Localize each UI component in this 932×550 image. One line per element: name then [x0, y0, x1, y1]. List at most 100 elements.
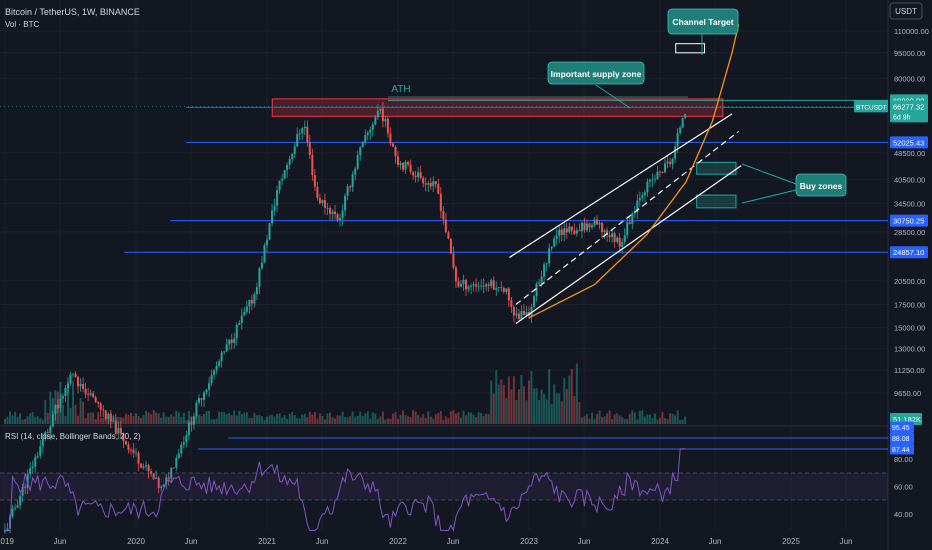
annotations-layer: ATH Important supply zone Channel Target Bu… [388, 8, 847, 204]
candle-body [462, 280, 465, 284]
candle [160, 485, 163, 492]
time-tick-label: Jun [578, 537, 591, 546]
time-tick-label: Jun [185, 537, 198, 546]
volume-bar [424, 417, 427, 424]
volume-bar [495, 370, 498, 424]
time-tick-label: Jun [709, 537, 722, 546]
candle-body [276, 190, 279, 206]
volume-bar [170, 414, 173, 424]
volume-bar [36, 416, 39, 424]
candle-body [31, 466, 34, 469]
volume-bar [250, 418, 253, 424]
price-tick-label: 15000.00 [894, 323, 925, 332]
candle [137, 450, 140, 472]
volume-bar [442, 419, 445, 424]
candle-body [268, 223, 271, 240]
candle-body [606, 230, 609, 236]
volume-bar [366, 411, 369, 424]
candle-body [336, 214, 339, 220]
level-price-tag-bg [890, 214, 928, 227]
volume-bar [61, 404, 64, 424]
candle [374, 115, 377, 126]
candle-body [69, 374, 72, 384]
candle [291, 152, 294, 163]
candle [349, 184, 352, 192]
volume-bar [684, 416, 687, 424]
candle [598, 220, 601, 230]
candle [339, 213, 342, 227]
candle [326, 202, 329, 216]
candle [439, 187, 442, 219]
candle [311, 148, 314, 181]
candle-body [510, 300, 513, 307]
currency-button[interactable]: USDT [889, 2, 923, 20]
volume-bar [4, 418, 6, 424]
candle-body [679, 127, 682, 133]
candle-body [653, 179, 656, 180]
candle [679, 125, 682, 135]
candle [550, 246, 553, 252]
volume-bar [248, 417, 251, 424]
candle [89, 389, 92, 397]
candle [29, 462, 32, 479]
volume-bar [276, 413, 279, 424]
candle-body [44, 432, 47, 439]
volume-bar [429, 416, 432, 424]
candle [41, 433, 44, 454]
volume-bar [197, 414, 200, 424]
candle-body [99, 403, 102, 410]
volume-bar [528, 380, 530, 424]
candle [361, 141, 364, 148]
candle [14, 503, 17, 511]
volume-bar [439, 411, 442, 424]
candle [56, 398, 59, 413]
candle-body [404, 161, 407, 170]
candle [467, 284, 470, 293]
candle [114, 413, 117, 436]
volume-bar [135, 413, 137, 424]
volume-bar [66, 381, 69, 424]
candle [419, 165, 422, 180]
candle-body [444, 219, 447, 233]
candle [611, 228, 614, 244]
candle-body [225, 344, 228, 352]
candle-body [568, 226, 571, 233]
candle-body [674, 146, 677, 159]
candle-body [560, 229, 563, 235]
volume-bar [588, 418, 591, 424]
candle-body [177, 453, 180, 458]
volume-bar [643, 416, 646, 424]
candle [608, 230, 611, 242]
volume-bar [565, 388, 568, 424]
candle [122, 432, 125, 449]
candle [512, 305, 515, 323]
candle [570, 226, 573, 235]
candle-body [331, 211, 334, 214]
volume-bar [255, 415, 258, 424]
volume-bar [616, 413, 619, 424]
volume-bar [147, 412, 150, 424]
candle [369, 126, 372, 141]
volume-bar [326, 413, 329, 424]
candle [492, 276, 495, 290]
candle-body [298, 133, 301, 135]
candle-body [616, 237, 619, 242]
volume-bar [215, 418, 218, 424]
volume-bar [74, 404, 77, 424]
candle-body [391, 143, 394, 147]
candle-body [381, 108, 384, 122]
candle-body [580, 222, 583, 232]
volume-bar [31, 411, 34, 424]
rsi-band-fill [0, 473, 888, 500]
price-tick-label: 9650.00 [894, 389, 921, 398]
candle-body [14, 507, 17, 509]
candle [538, 278, 541, 286]
candle [505, 288, 508, 295]
channel-upper-line [509, 113, 733, 258]
candle [273, 198, 276, 216]
volume-bar [601, 416, 604, 424]
candle [520, 305, 523, 321]
volume-bar [636, 419, 639, 424]
volume-bar [379, 416, 382, 424]
